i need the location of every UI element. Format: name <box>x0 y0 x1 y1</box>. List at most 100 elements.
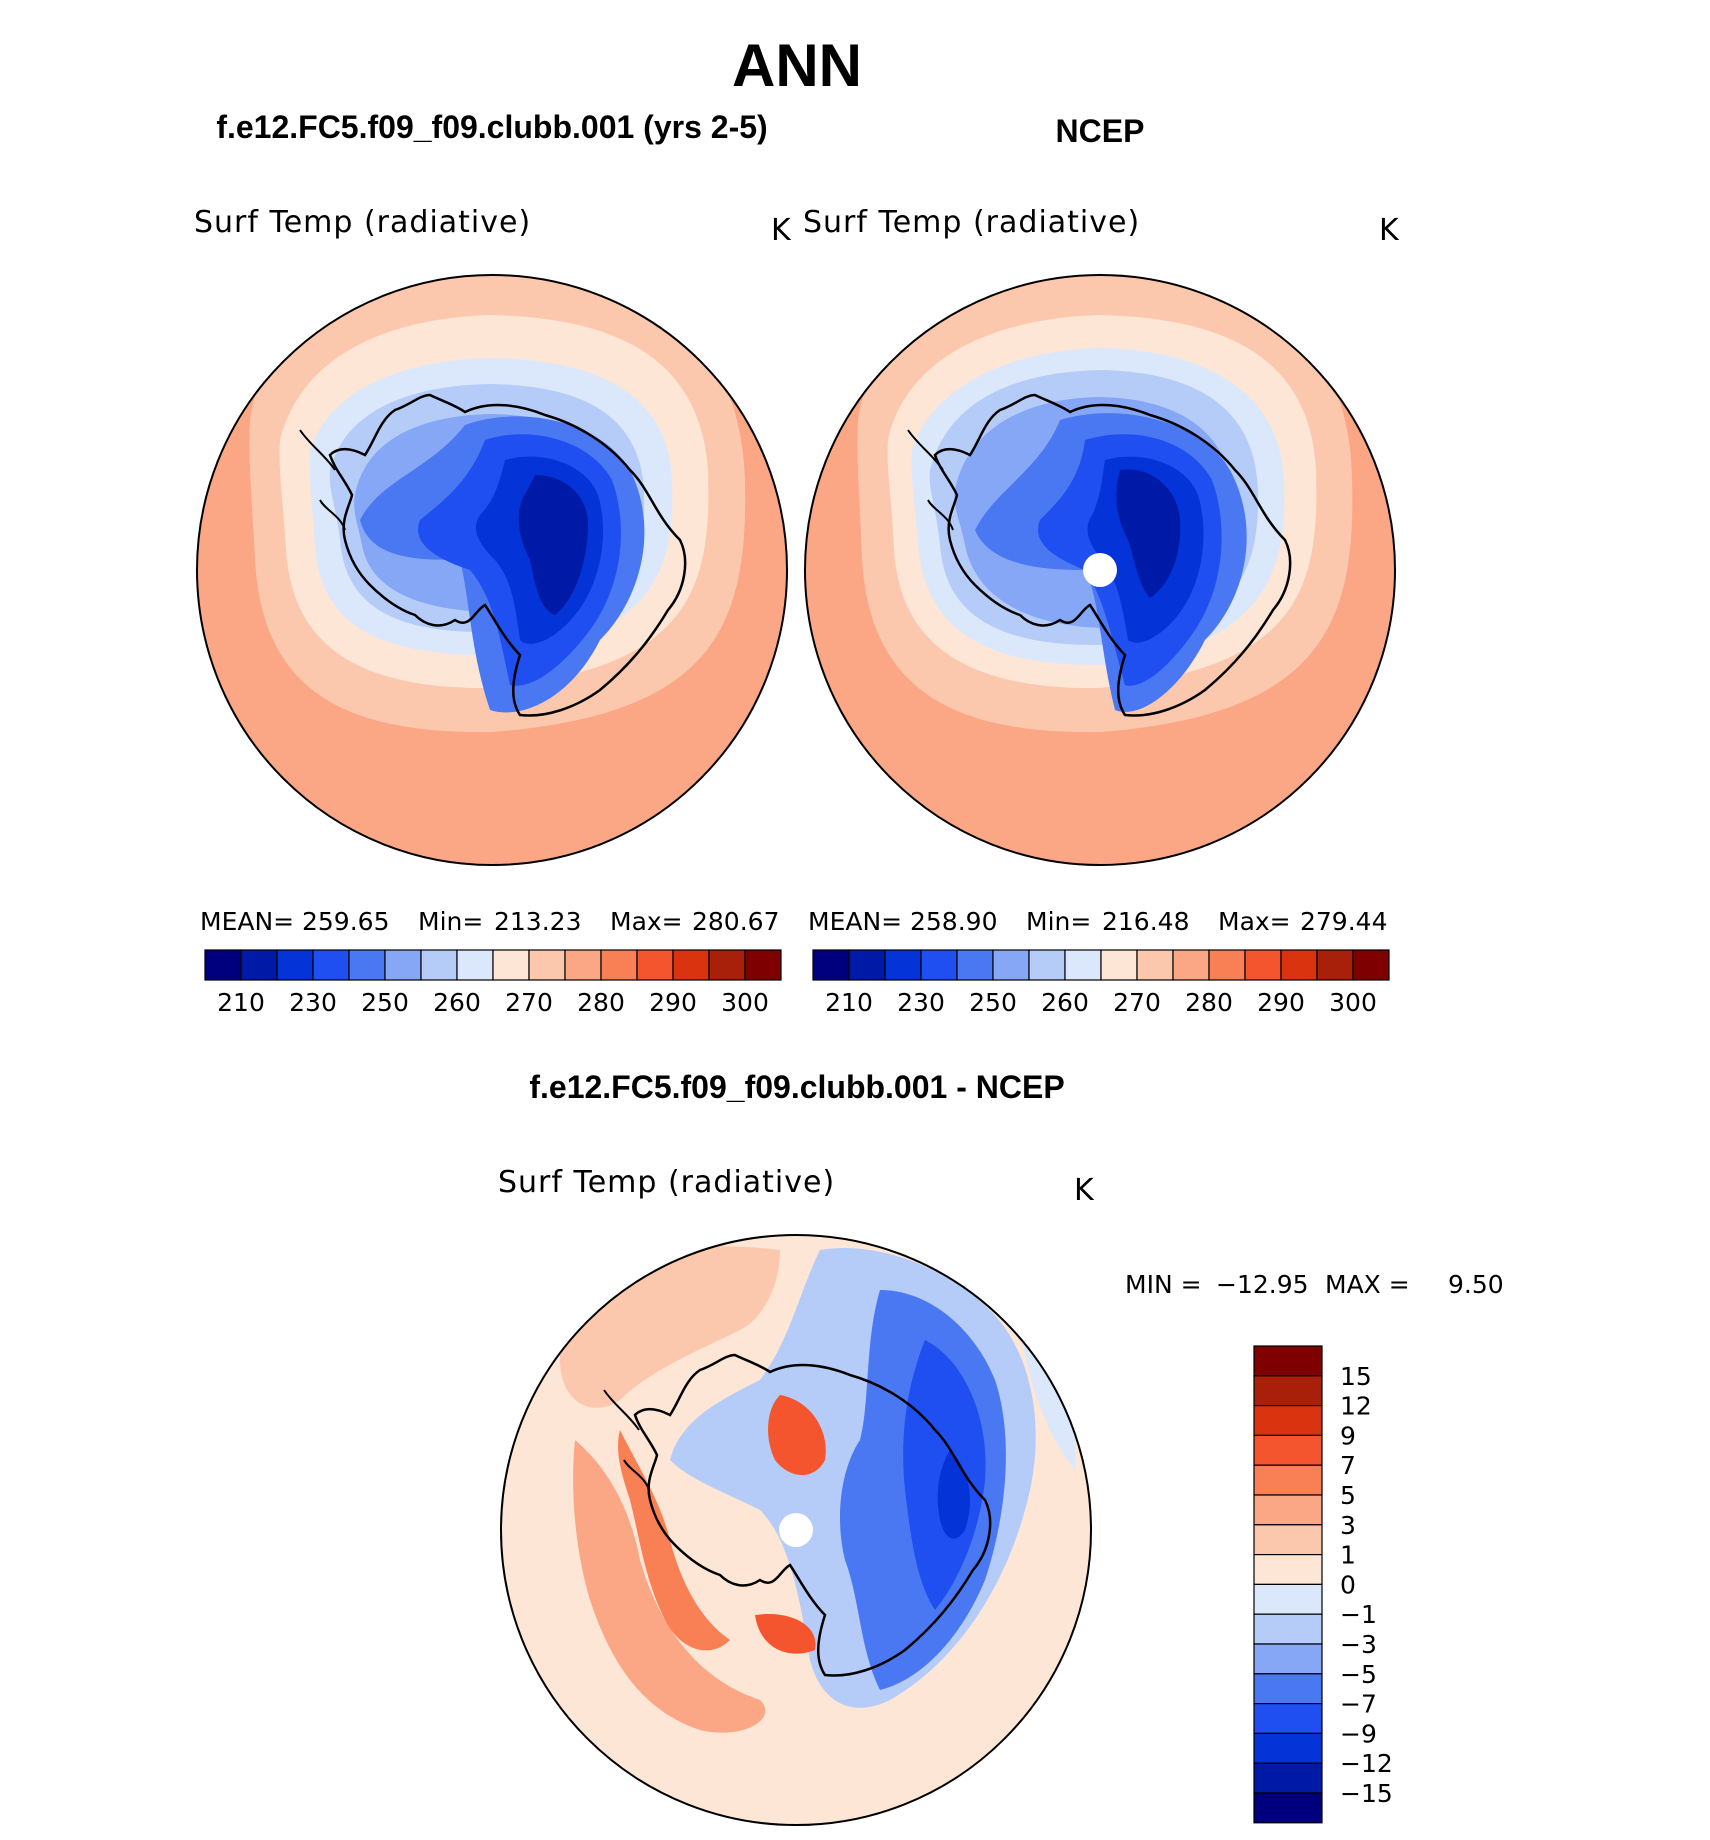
colorbar-swatch <box>1244 949 1282 981</box>
colorbar-tick-label: 260 <box>1041 988 1089 1017</box>
field-band-darkest <box>1116 469 1181 598</box>
peninsula-coast <box>299 429 346 531</box>
colorbar-swatch <box>1352 949 1390 981</box>
colorbar-swatch <box>564 949 602 981</box>
colorbar-swatch <box>1253 1494 1323 1526</box>
colorbar-tick-label: 270 <box>1113 988 1161 1017</box>
mean-value: 259.65 <box>302 907 389 936</box>
colorbar-swatch <box>1208 949 1246 981</box>
colorbar-tick-label: 9 <box>1340 1421 1356 1450</box>
panel-obs-units: K <box>1379 213 1400 248</box>
pole-hole <box>779 1513 813 1547</box>
panel-model-map <box>197 275 787 865</box>
colorbar-swatch <box>204 949 242 981</box>
panel-diff-variable: Surf Temp (radiative) <box>498 1165 835 1200</box>
pole-hole <box>1083 553 1117 587</box>
max-value: 279.44 <box>1300 907 1387 936</box>
colorbar-swatch <box>1253 1613 1323 1645</box>
colorbar-tick-label: 12 <box>1340 1392 1372 1421</box>
colorbar-swatch <box>848 949 886 981</box>
colorbar-swatch <box>1028 949 1066 981</box>
panel-obs-subtitle: NCEP <box>1056 113 1145 149</box>
colorbar-tick-label: 280 <box>1185 988 1233 1017</box>
colorbar-tick-label: −7 <box>1340 1690 1377 1719</box>
min-label: Min= <box>418 907 483 936</box>
colorbar-swatch <box>1253 1375 1323 1407</box>
colorbar-swatch <box>1253 1792 1323 1824</box>
colorbar-tick-label: 0 <box>1340 1570 1356 1599</box>
colorbar-swatch <box>348 949 386 981</box>
colorbar-swatch <box>492 949 530 981</box>
colorbar-swatch <box>672 949 710 981</box>
field-band-darkest <box>518 475 588 615</box>
min-value: 216.48 <box>1102 907 1189 936</box>
colorbar-swatch <box>1100 949 1138 981</box>
coastline <box>328 393 687 717</box>
peninsula-coast <box>603 1389 650 1491</box>
colorbar-swatch <box>1253 1464 1323 1496</box>
max-label: Max= <box>1218 907 1291 936</box>
colorbar-swatch <box>812 949 850 981</box>
colorbar-tick-label: 300 <box>1329 988 1377 1017</box>
colorbar-swatch <box>1253 1702 1323 1734</box>
colorbar-swatch <box>420 949 458 981</box>
colorbar-swatch <box>528 949 566 981</box>
colorbar-swatch <box>1280 949 1318 981</box>
colorbar-tick-label: 290 <box>1257 988 1305 1017</box>
mean-label: MEAN= <box>200 907 294 936</box>
colorbar-swatch <box>312 949 350 981</box>
peninsula-coast <box>907 429 954 531</box>
colorbar-swatch <box>600 949 638 981</box>
colorbar-swatch <box>240 949 278 981</box>
colorbar-swatch <box>1253 1762 1323 1794</box>
panel-model-colorbar <box>204 949 782 981</box>
colorbar-tick-label: −3 <box>1340 1630 1377 1659</box>
colorbar-swatch <box>1253 1732 1323 1764</box>
panel-obs-map <box>805 275 1395 865</box>
mean-value: 258.90 <box>910 907 997 936</box>
min-value: 213.23 <box>494 907 581 936</box>
colorbar-swatch <box>276 949 314 981</box>
coastline <box>633 1353 992 1677</box>
colorbar-swatch <box>920 949 958 981</box>
colorbar-swatch <box>956 949 994 981</box>
min-label: Min= <box>1026 907 1091 936</box>
colorbar-tick-label: 300 <box>721 988 769 1017</box>
colorbar-swatch <box>1253 1553 1323 1585</box>
colorbar-tick-label: 3 <box>1340 1511 1356 1540</box>
panel-obs-colorbar-ticks: 210 230 250 260 270 280 290 300 <box>825 988 1377 1017</box>
panel-diff-units: K <box>1074 1173 1095 1208</box>
panel-obs-variable: Surf Temp (radiative) <box>803 205 1140 240</box>
panel-model-colorbar-ticks: 210 230 250 260 270 280 290 300 <box>217 988 769 1017</box>
max-label: Max= <box>610 907 683 936</box>
colorbar-swatch <box>708 949 746 981</box>
field-hot-spot-2 <box>755 1614 816 1654</box>
colorbar-swatch <box>1172 949 1210 981</box>
colorbar-tick-label: 290 <box>649 988 697 1017</box>
coastline <box>933 393 1292 717</box>
colorbar-swatch <box>1253 1434 1323 1466</box>
panel-model-border <box>196 274 788 866</box>
panel-model-variable: Surf Temp (radiative) <box>194 205 531 240</box>
colorbar-tick-label: −5 <box>1340 1660 1377 1689</box>
colorbar-tick-label: 1 <box>1340 1541 1356 1570</box>
colorbar-swatch <box>1136 949 1174 981</box>
colorbar-tick-label: 15 <box>1340 1362 1372 1391</box>
colorbar-tick-label: −9 <box>1340 1719 1377 1748</box>
field-hot-spot <box>768 1395 826 1475</box>
panel-diff-stats: MIN = −12.95 MAX = 9.50 <box>1125 1270 1504 1299</box>
panel-model-stats: MEAN= 259.65 Min= 213.23 Max= 280.67 <box>200 907 779 936</box>
colorbar-swatch <box>1064 949 1102 981</box>
panel-obs-colorbar <box>812 949 1390 981</box>
colorbar-tick-label: 270 <box>505 988 553 1017</box>
colorbar-swatch <box>1253 1345 1323 1377</box>
colorbar-tick-label: 260 <box>433 988 481 1017</box>
field-pale-patch-2 <box>1020 1330 1076 1470</box>
colorbar-swatch <box>1253 1673 1323 1705</box>
panel-diff-map <box>501 1235 1091 1825</box>
colorbar-tick-label: 210 <box>825 988 873 1017</box>
min-label: MIN = <box>1125 1270 1202 1299</box>
panel-model-units: K <box>771 213 792 248</box>
colorbar-tick-label: 5 <box>1340 1481 1356 1510</box>
